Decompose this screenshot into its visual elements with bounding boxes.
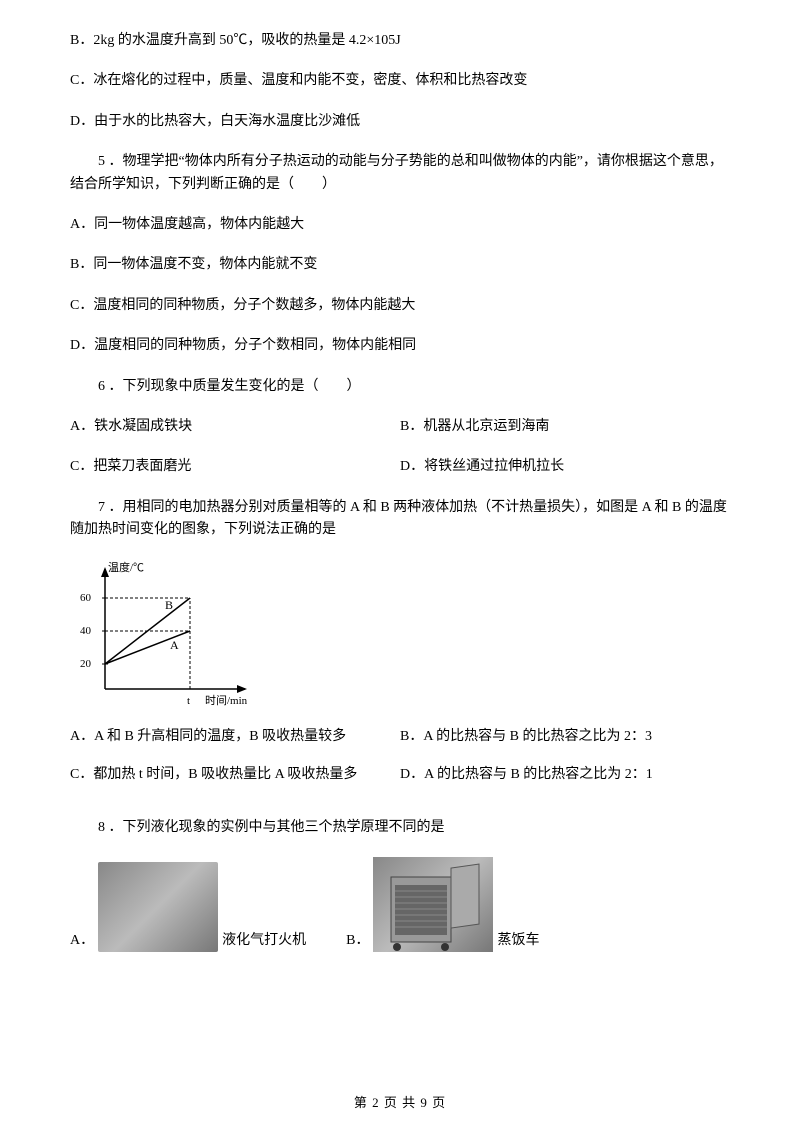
q6-row1: A．铁水凝固成铁块 B．机器从北京运到海南 — [70, 416, 730, 438]
q7-option-d: D．A 的比热容与 B 的比热容之比为 2：1 — [400, 762, 730, 787]
q5-option-a: A．同一物体温度越高，物体内能越大 — [70, 214, 730, 236]
q8-a-label: 液化气打火机 — [222, 930, 306, 952]
q6-row2: C．把菜刀表面磨光 D．将铁丝通过拉伸机拉长 — [70, 456, 730, 478]
q8-b-label: 蒸饭车 — [497, 930, 539, 952]
q7-chart: 20 40 60 温度/℃ 时间/min t B A — [70, 559, 260, 709]
ytick-20: 20 — [80, 658, 92, 670]
q8-option-b: B． 蒸饭车 — [346, 857, 539, 952]
q6-option-a: A．铁水凝固成铁块 — [70, 416, 400, 438]
ylabel: 温度/℃ — [108, 560, 144, 574]
q8-b-prefix: B． — [346, 930, 369, 952]
xlabel: 时间/min — [205, 694, 248, 707]
ytick-40: 40 — [80, 625, 92, 637]
page-footer: 第 2 页 共 9 页 — [0, 1093, 800, 1114]
q6-option-d: D．将铁丝通过拉伸机拉长 — [400, 456, 730, 478]
lighter-image — [98, 862, 218, 952]
q5-option-d: D．温度相同的同种物质，分子个数相同，物体内能相同 — [70, 335, 730, 357]
q7-option-a: A．A 和 B 升高相同的温度，B 吸收热量较多 — [70, 724, 400, 749]
q6-option-b: B．机器从北京运到海南 — [400, 416, 730, 438]
q8-a-prefix: A． — [70, 930, 94, 952]
q4-option-d: D．由于水的比热容大，白天海水温度比沙滩低 — [70, 111, 730, 133]
q8-option-a: A． 液化气打火机 — [70, 862, 306, 952]
q7-option-c: C．都加热 t 时间，B 吸收热量比 A 吸收热量多 — [70, 762, 400, 787]
ytick-60: 60 — [80, 592, 92, 604]
q8-stem: 8 ．下列液化现象的实例中与其他三个热学原理不同的是 — [70, 817, 730, 839]
q6-option-c: C．把菜刀表面磨光 — [70, 456, 400, 478]
steamer-image — [373, 857, 493, 952]
xtick-t: t — [187, 695, 190, 707]
q7-chart-svg: 20 40 60 温度/℃ 时间/min t B A — [70, 559, 260, 709]
line-b-label: B — [165, 598, 173, 612]
q7-options: A．A 和 B 升高相同的温度，B 吸收热量较多 B．A 的比热容与 B 的比热… — [70, 724, 730, 798]
q8-options: A． 液化气打火机 B． 蒸饭车 — [70, 857, 730, 952]
q5-option-c: C．温度相同的同种物质，分子个数越多，物体内能越大 — [70, 295, 730, 317]
q4-option-c: C．冰在熔化的过程中，质量、温度和内能不变，密度、体积和比热容改变 — [70, 70, 730, 92]
line-a-label: A — [170, 638, 179, 652]
q7-option-b: B．A 的比热容与 B 的比热容之比为 2：3 — [400, 724, 730, 749]
q5-stem: 5 ．物理学把“物体内所有分子热运动的动能与分子势能的总和叫做物体的内能”，请你… — [70, 151, 730, 196]
q4-option-b: B．2kg 的水温度升高到 50℃，吸收的热量是 4.2×105J — [70, 30, 730, 52]
q6-stem: 6 ．下列现象中质量发生变化的是（ ） — [70, 376, 730, 398]
q7-stem: 7 ．用相同的电加热器分别对质量相等的 A 和 B 两种液体加热（不计热量损失）… — [70, 497, 730, 542]
q5-option-b: B．同一物体温度不变，物体内能就不变 — [70, 254, 730, 276]
